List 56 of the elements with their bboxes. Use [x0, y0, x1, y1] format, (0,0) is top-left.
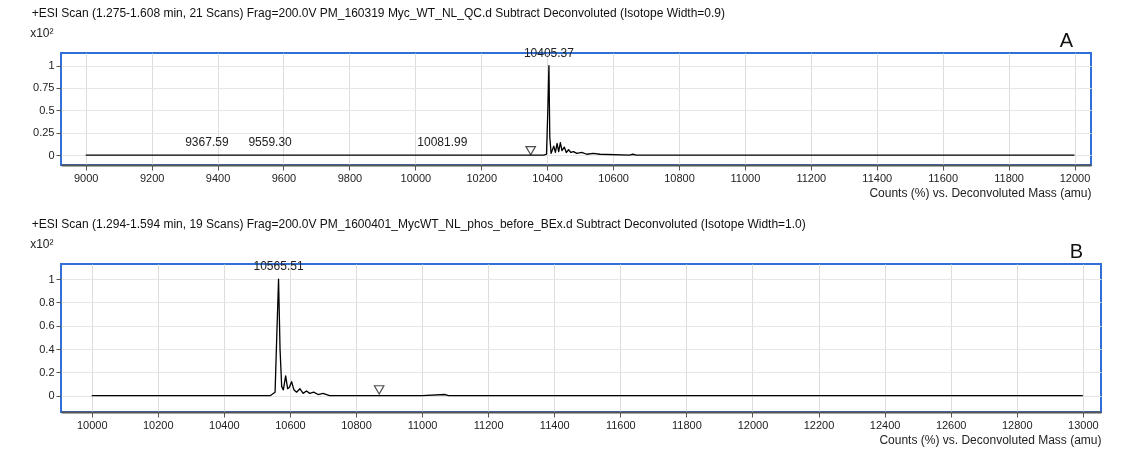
x-tick-label: 10400: [532, 171, 563, 184]
y-tick-label: 0.6: [39, 319, 55, 332]
x-tick-label: 11800: [672, 418, 702, 431]
line-series: [85, 64, 1076, 156]
x-tick-label: 11000: [730, 171, 761, 184]
x-tick-label: 10600: [598, 171, 629, 184]
chart-title: +ESI Scan (1.275-1.608 min, 21 Scans) Frag=200.0V PM_160319 Myc_WT_NL_QC.d Subtract Deconvoluted (Isotope Width=0.9): [31, 6, 726, 20]
text: B: [1069, 240, 1083, 262]
y-tick-label: 0.4: [39, 342, 55, 355]
line-series: [91, 278, 1084, 397]
x-tick-label: 10200: [143, 418, 174, 431]
x-tick-label: 12400: [869, 418, 901, 431]
annotation: 10081.99: [417, 135, 468, 150]
x-tick-label: 10600: [275, 418, 306, 431]
x-tick-label: 11200: [473, 418, 504, 431]
x-tick-label: 9400: [205, 171, 231, 184]
x-tick-label: 9200: [139, 171, 165, 184]
y-tick-label: 0.75: [33, 81, 55, 94]
x-tick-label: 11600: [928, 171, 959, 184]
x-tick-label: 11400: [862, 171, 893, 184]
y-tick-label: 0.8: [39, 295, 55, 308]
chart-title: +ESI Scan (1.294-1.594 min, 19 Scans) Frag=200.0V PM_1600401_MycWT_NL_phos_before_BEx.d Subtract Deconvoluted (Isotope Width=1.0): [31, 217, 806, 231]
x-tick-label: 12200: [803, 418, 835, 431]
x-tick-label: 11400: [539, 418, 570, 431]
x-tick-label: 9000: [73, 171, 99, 184]
y-tick-label: 1: [48, 59, 55, 72]
x-tick-label: 12000: [1059, 171, 1091, 184]
x-axis-title: Counts (%) vs. Deconvoluted Mass (amu): [869, 185, 1092, 200]
y-tick-label: 0.2: [39, 365, 55, 378]
y-axis-title: x10²: [30, 236, 54, 251]
y-tick-label: 0.25: [33, 126, 55, 139]
x-tick-label: 12600: [935, 418, 967, 431]
x-tick-label: 9800: [337, 171, 363, 184]
x-tick-label: 11200: [796, 171, 827, 184]
x-tick-label: 9600: [271, 171, 297, 184]
annotation: 9559.30: [248, 135, 293, 150]
y-tick-label: 0: [48, 389, 55, 402]
x-tick-label: 10800: [664, 171, 695, 184]
x-tick-label: 10200: [466, 171, 498, 184]
x-tick-label: 11800: [994, 171, 1024, 184]
x-tick-label: 13000: [1068, 418, 1099, 431]
y-tick-label: 0.5: [39, 103, 55, 116]
x-tick-label: 10000: [400, 171, 432, 184]
x-tick-label: 12000: [737, 418, 769, 431]
text: A: [1059, 29, 1074, 51]
x-tick-label: 10000: [76, 418, 108, 431]
x-axis-title: Counts (%) vs. Deconvoluted Mass (amu): [879, 432, 1102, 447]
x-tick-label: 10800: [341, 418, 372, 431]
y-axis-title: x10²: [30, 25, 54, 40]
x-tick-label: 12800: [1001, 418, 1033, 431]
annotation: 9367.59: [185, 135, 229, 150]
x-tick-label: 10400: [209, 418, 240, 431]
x-tick-label: 11600: [605, 418, 636, 431]
y-tick-label: 1: [48, 272, 55, 285]
y-tick-label: 0: [48, 148, 55, 161]
x-tick-label: 11000: [407, 418, 438, 431]
